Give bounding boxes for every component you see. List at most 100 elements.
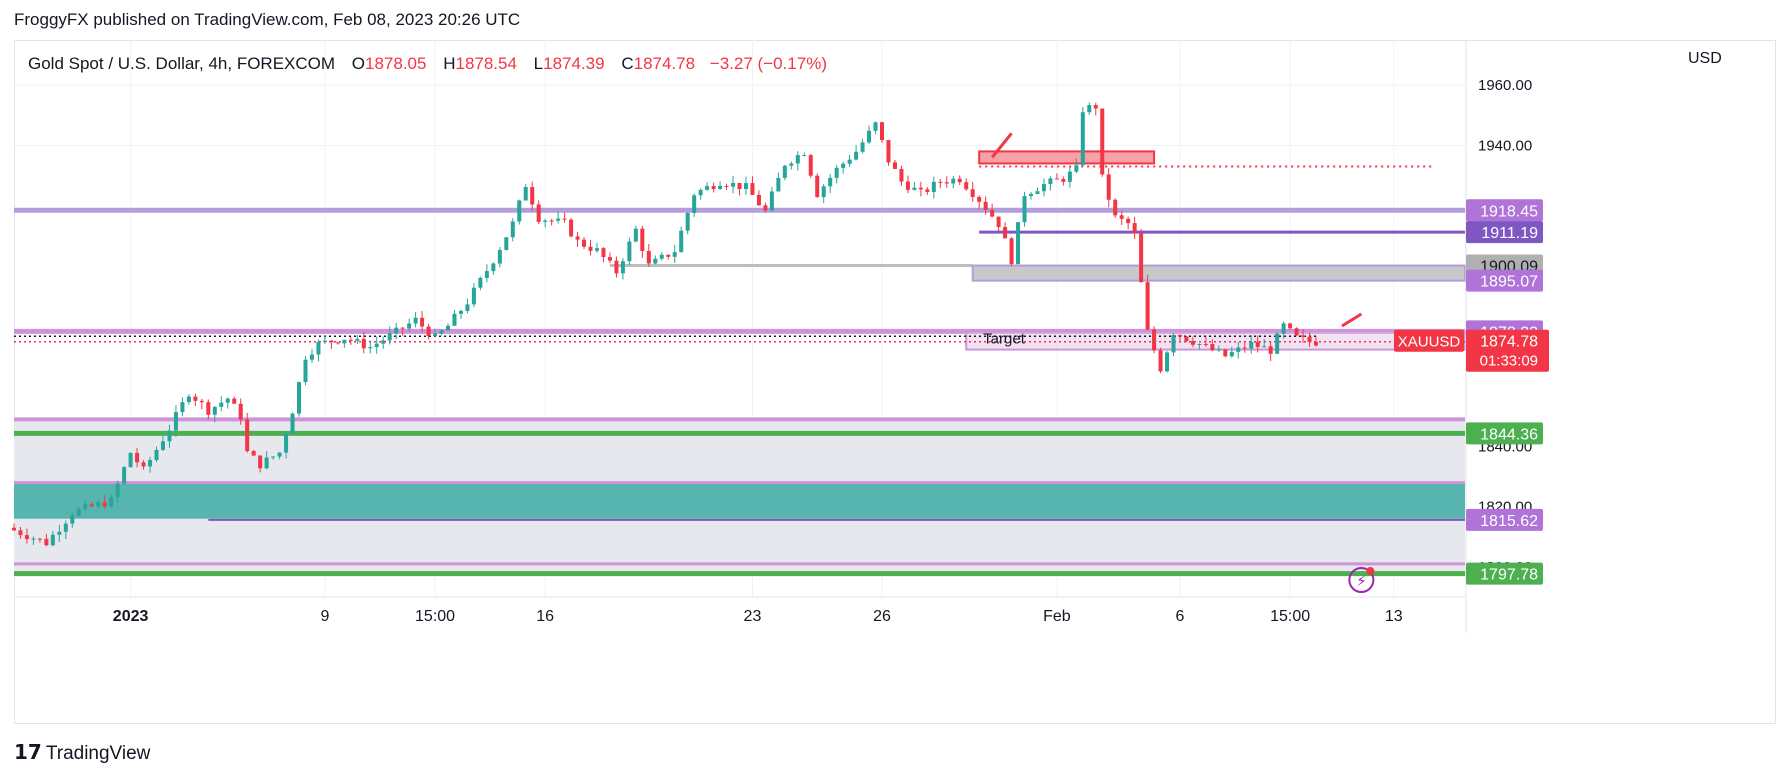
candle xyxy=(264,457,269,469)
candle xyxy=(1210,344,1215,351)
candle xyxy=(679,230,684,253)
candle xyxy=(1262,346,1267,348)
candle xyxy=(400,327,405,329)
flash-icon[interactable] xyxy=(1348,567,1375,593)
candle xyxy=(316,341,321,355)
close-label: C xyxy=(621,54,634,73)
candle xyxy=(109,497,114,507)
resistance-box-1900 xyxy=(971,264,1466,282)
candle xyxy=(627,241,632,262)
candle xyxy=(789,163,794,166)
candle xyxy=(543,220,548,222)
candle xyxy=(128,452,133,468)
candle xyxy=(1177,335,1182,337)
open-label: O xyxy=(351,54,366,73)
ohlc-legend: Gold Spot / U.S. Dollar, 4h, FOREXCOM O1… xyxy=(28,54,827,74)
price-badge xyxy=(1466,199,1543,222)
candle xyxy=(1126,218,1131,224)
x-tick-label: 15:00 xyxy=(415,608,455,625)
open-value: 1878.05 xyxy=(365,54,427,73)
candle xyxy=(426,326,431,337)
candle xyxy=(633,228,638,242)
candle xyxy=(160,441,165,450)
candle xyxy=(944,182,949,184)
candle xyxy=(1100,108,1105,175)
candle xyxy=(478,277,483,288)
candle xyxy=(284,433,289,453)
candle xyxy=(1022,196,1027,223)
publisher-line: FroggyFX published on TradingView.com, F… xyxy=(14,10,521,29)
tradingview-logo-icon: 17 xyxy=(14,740,42,764)
candle xyxy=(666,254,671,257)
close-value: 1874.78 xyxy=(633,54,696,73)
candle xyxy=(815,175,820,198)
candle xyxy=(1119,215,1124,219)
candle xyxy=(957,178,962,183)
candle xyxy=(1028,193,1034,197)
candle xyxy=(1016,222,1021,265)
candle xyxy=(802,155,807,157)
candle xyxy=(381,340,386,344)
candle xyxy=(368,347,373,349)
candle xyxy=(886,140,891,163)
candle xyxy=(70,515,75,524)
target-zone xyxy=(965,330,1466,351)
candle xyxy=(938,181,943,183)
candle xyxy=(1132,223,1137,234)
candle xyxy=(1035,191,1040,194)
candle xyxy=(951,178,956,184)
candle xyxy=(834,167,839,178)
candle xyxy=(698,189,703,196)
candle xyxy=(225,398,230,403)
candle xyxy=(135,452,140,463)
x-tick-label: 9 xyxy=(320,608,329,625)
candle xyxy=(439,330,444,334)
candle xyxy=(173,412,178,431)
candle xyxy=(1080,112,1085,166)
price-badge-label: 1918.45 xyxy=(1480,203,1538,220)
candle xyxy=(199,400,204,403)
candle xyxy=(57,531,62,535)
candle xyxy=(355,338,360,341)
candle xyxy=(31,538,36,540)
price-badge-label: 1844.36 xyxy=(1480,426,1538,443)
candle xyxy=(1301,335,1306,337)
candle xyxy=(523,187,528,201)
candle xyxy=(1242,347,1247,349)
symbol-title[interactable]: Gold Spot / U.S. Dollar, 4h, FOREXCOM xyxy=(28,54,336,73)
candle xyxy=(465,304,470,311)
candle xyxy=(219,402,224,407)
candle xyxy=(705,186,710,190)
candle xyxy=(1190,340,1195,345)
candle xyxy=(1275,333,1280,354)
candle xyxy=(335,342,340,344)
candle xyxy=(1314,342,1319,346)
candle xyxy=(614,260,619,274)
candle xyxy=(756,194,761,206)
tradingview-footer[interactable]: 17 TradingView xyxy=(14,740,150,765)
candle xyxy=(387,333,392,341)
candle xyxy=(186,396,191,403)
candle xyxy=(1197,343,1202,345)
candle xyxy=(63,523,68,532)
candle xyxy=(776,177,781,192)
candle xyxy=(1067,171,1072,182)
symbol-tag-label: XAUUSD xyxy=(1398,334,1461,351)
candle xyxy=(990,209,995,217)
candle xyxy=(1184,336,1189,341)
candle xyxy=(394,327,399,334)
candle xyxy=(1152,329,1157,351)
candle xyxy=(322,340,327,342)
candle xyxy=(122,467,127,484)
candle xyxy=(1054,178,1059,180)
candle xyxy=(1074,165,1079,172)
candle xyxy=(1041,183,1046,192)
candle xyxy=(517,200,522,222)
candle xyxy=(828,177,833,187)
candle xyxy=(1106,174,1111,200)
candle xyxy=(672,252,677,257)
candle xyxy=(504,237,509,250)
candle xyxy=(899,168,904,182)
candle xyxy=(854,151,859,160)
